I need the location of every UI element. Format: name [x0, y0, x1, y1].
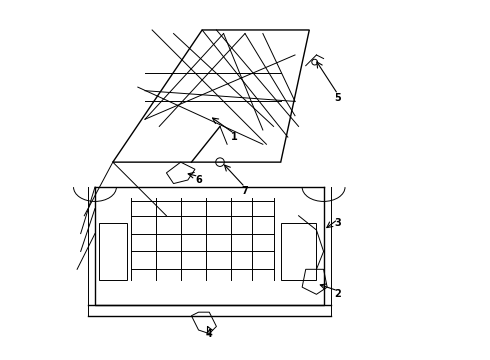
Text: 4: 4 [206, 329, 213, 339]
Bar [98, 223, 127, 280]
Text: 2: 2 [335, 289, 341, 299]
Text: 5: 5 [335, 93, 341, 103]
Text: 1: 1 [231, 132, 238, 142]
Text: 3: 3 [335, 218, 341, 228]
Bar [281, 223, 317, 280]
Text: 7: 7 [242, 186, 248, 196]
Text: 6: 6 [195, 175, 202, 185]
